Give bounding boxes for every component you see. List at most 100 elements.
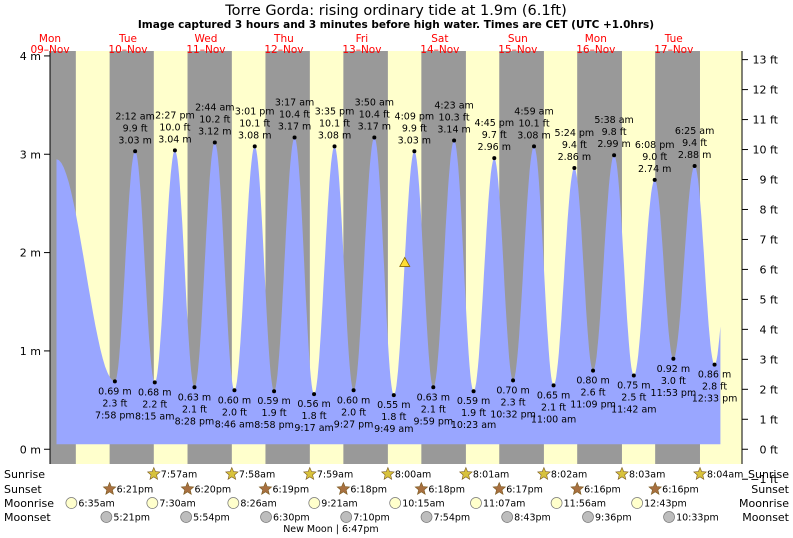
low-tide-point	[391, 393, 396, 398]
low-tide-meters: 0.92 m	[657, 364, 690, 375]
day-name-label: Tue	[118, 33, 137, 45]
star-icon	[615, 466, 629, 480]
high-tide-point	[492, 156, 497, 161]
high-tide-feet: 9.9 ft	[123, 123, 148, 134]
extreme-labels: 0.69 m2.3 ft7:58 pm2:12 am9.9 ft3.03 m0.…	[95, 98, 737, 436]
low-tide-time: 8:58 pm	[254, 420, 294, 431]
low-tide-point	[112, 379, 117, 384]
low-tide-time: 12:33 pm	[692, 394, 738, 405]
high-tide-point	[652, 177, 657, 182]
left-tick-label: 0 m	[20, 443, 41, 456]
sunset-time: 6:16pm	[584, 485, 621, 496]
low-tide-time: 8:46 am	[215, 419, 254, 430]
high-tide-time: 4:59 am	[514, 106, 553, 117]
sunrise-time: 8:02am	[551, 470, 587, 481]
moonset-row-label-left: Moonset	[4, 511, 51, 524]
high-tide-feet: 10.1 ft	[319, 118, 350, 129]
chart-header: Torre Gorda: rising ordinary tide at 1.9…	[138, 3, 654, 31]
low-tide-point	[152, 380, 157, 385]
moonrise-time: 6:35am	[78, 499, 114, 510]
low-tide-time: 10:23 am	[451, 420, 496, 431]
moonset-time: 5:54pm	[193, 513, 230, 524]
high-tide-point	[572, 166, 577, 171]
low-tide-point	[471, 389, 476, 394]
moonset-time: 5:21pm	[113, 513, 150, 524]
high-tide-feet: 10.2 ft	[199, 114, 230, 125]
star-icon	[146, 466, 161, 480]
low-tide-meters: 0.55 m	[377, 400, 410, 411]
sunset-time: 6:20pm	[195, 485, 232, 496]
low-tide-time: 8:15 am	[135, 411, 174, 422]
low-tide-time: 9:59 pm	[413, 416, 453, 427]
right-tick-label: 7 ft	[760, 233, 779, 246]
left-tick-label: 4 m	[20, 50, 41, 63]
star-icon	[492, 481, 507, 495]
right-tick-label: −1 ft	[750, 473, 778, 486]
new-moon-label: New Moon | 6:47pm	[283, 524, 378, 535]
right-tick-label: 4 ft	[760, 323, 779, 336]
high-tide-meters: 2.96 m	[478, 142, 511, 153]
day-labels: Mon09–NovTue10–NovWed11–NovThu12–NovFri1…	[30, 33, 693, 56]
moonrise-icon	[631, 497, 643, 509]
moonrise-time: 10:15am	[402, 499, 444, 510]
low-tide-point	[591, 368, 596, 373]
low-tide-feet: 2.3 ft	[102, 398, 127, 409]
low-tide-point	[351, 388, 356, 393]
day-date-label: 13–Nov	[342, 44, 381, 56]
low-tide-meters: 0.59 m	[457, 396, 490, 407]
sunrise-time: 8:04am	[707, 470, 743, 481]
day-name-label: Mon	[585, 33, 607, 45]
day-date-label: 10–Nov	[108, 44, 147, 56]
moonrise-time: 9:21am	[321, 499, 357, 510]
high-tide-time: 4:23 am	[434, 100, 473, 111]
high-tide-point	[612, 153, 617, 158]
high-tide-point	[172, 148, 177, 153]
right-tick-label: 13 ft	[753, 54, 779, 67]
low-tide-feet: 2.0 ft	[222, 407, 247, 418]
low-tide-time: 11:42 am	[611, 405, 656, 416]
sunset-time: 6:21pm	[117, 485, 154, 496]
high-tide-point	[372, 135, 377, 140]
moonset-icon	[663, 511, 675, 523]
chart-subtitle: Image captured 3 hours and 3 minutes bef…	[138, 19, 654, 31]
low-tide-meters: 0.86 m	[698, 370, 731, 381]
low-tide-feet: 2.0 ft	[341, 407, 366, 418]
day-name-label: Sun	[508, 33, 528, 45]
low-tide-time: 9:27 pm	[334, 419, 374, 430]
low-tide-point	[192, 385, 197, 390]
high-tide-time: 2:27 pm	[155, 110, 195, 121]
left-tick-label: 3 m	[20, 148, 41, 161]
high-tide-feet: 10.3 ft	[439, 112, 470, 123]
high-tide-time: 4:45 pm	[474, 118, 514, 129]
high-tide-meters: 3.03 m	[398, 135, 431, 146]
moonset-icon	[501, 511, 514, 523]
right-tick-label: 2 ft	[760, 383, 779, 396]
low-tide-feet: 1.8 ft	[381, 412, 406, 423]
day-date-label: 11–Nov	[186, 44, 225, 56]
moonset-icon	[582, 511, 594, 523]
moonset-icon	[260, 511, 272, 523]
high-tide-meters: 3.17 m	[278, 122, 311, 133]
high-tide-feet: 10.0 ft	[159, 122, 190, 133]
moonset-row-label-right: Moonset	[742, 511, 789, 524]
high-tide-point	[133, 149, 138, 154]
low-tide-meters: 0.69 m	[98, 386, 131, 397]
low-tide-time: 8:28 pm	[175, 416, 215, 427]
high-tide-meters: 3.12 m	[198, 126, 231, 137]
sunrise-time: 8:03am	[629, 470, 665, 481]
right-tick-label: 0 ft	[760, 443, 779, 456]
star-icon	[258, 481, 273, 495]
right-tick-label: 6 ft	[760, 263, 779, 276]
star-icon	[180, 481, 195, 495]
sunrise-row-label-left: Sunrise	[4, 468, 45, 481]
star-icon	[458, 466, 473, 480]
star-icon	[648, 481, 663, 495]
moonset-time: 7:10pm	[353, 513, 390, 524]
low-tide-feet: 2.5 ft	[621, 393, 646, 404]
moonrise-time: 12:43pm	[644, 499, 687, 510]
day-name-label: Fri	[356, 33, 369, 45]
high-tide-time: 6:08 pm	[635, 140, 675, 151]
current-level-marker	[399, 256, 411, 267]
right-tick-label: 10 ft	[753, 144, 779, 157]
